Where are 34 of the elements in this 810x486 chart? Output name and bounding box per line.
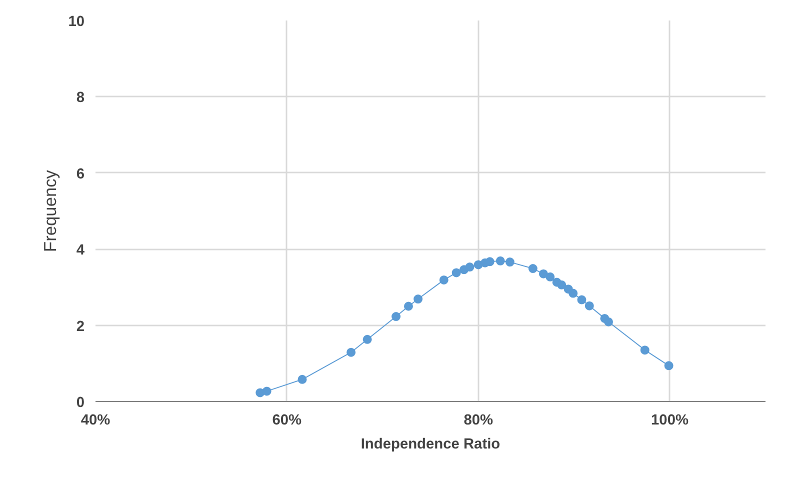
y-tick-label: 6	[76, 166, 85, 182]
y-tick-label: 4	[76, 242, 86, 259]
y-axis-title: Frequency	[40, 170, 60, 252]
y-tick-label: 8	[76, 90, 85, 106]
point	[392, 312, 401, 322]
y-tick-label: 10	[68, 14, 85, 30]
point	[298, 374, 307, 384]
y-tick-label: 0	[76, 395, 85, 411]
x-tick-label: 40%	[80, 412, 110, 428]
point	[538, 269, 548, 278]
point	[439, 275, 448, 284]
point	[664, 361, 674, 370]
x-tick-label: 80%	[464, 412, 494, 428]
point	[404, 302, 413, 311]
x-tick-label: 60%	[272, 412, 302, 428]
point	[465, 262, 474, 272]
point	[546, 272, 555, 282]
point	[362, 334, 372, 344]
point	[414, 294, 423, 304]
point	[505, 258, 514, 267]
point	[528, 264, 538, 274]
point	[640, 346, 650, 355]
x-axis-title: Independence Ratio	[360, 436, 500, 452]
point	[557, 280, 566, 290]
y-tick-label: 2	[76, 318, 85, 335]
point	[496, 256, 505, 266]
x-tick-label: 100%	[651, 412, 689, 428]
point	[584, 301, 594, 310]
point	[568, 288, 578, 298]
point	[604, 317, 614, 326]
point	[262, 386, 272, 396]
point	[452, 268, 461, 278]
point	[577, 295, 586, 304]
point	[346, 348, 356, 357]
